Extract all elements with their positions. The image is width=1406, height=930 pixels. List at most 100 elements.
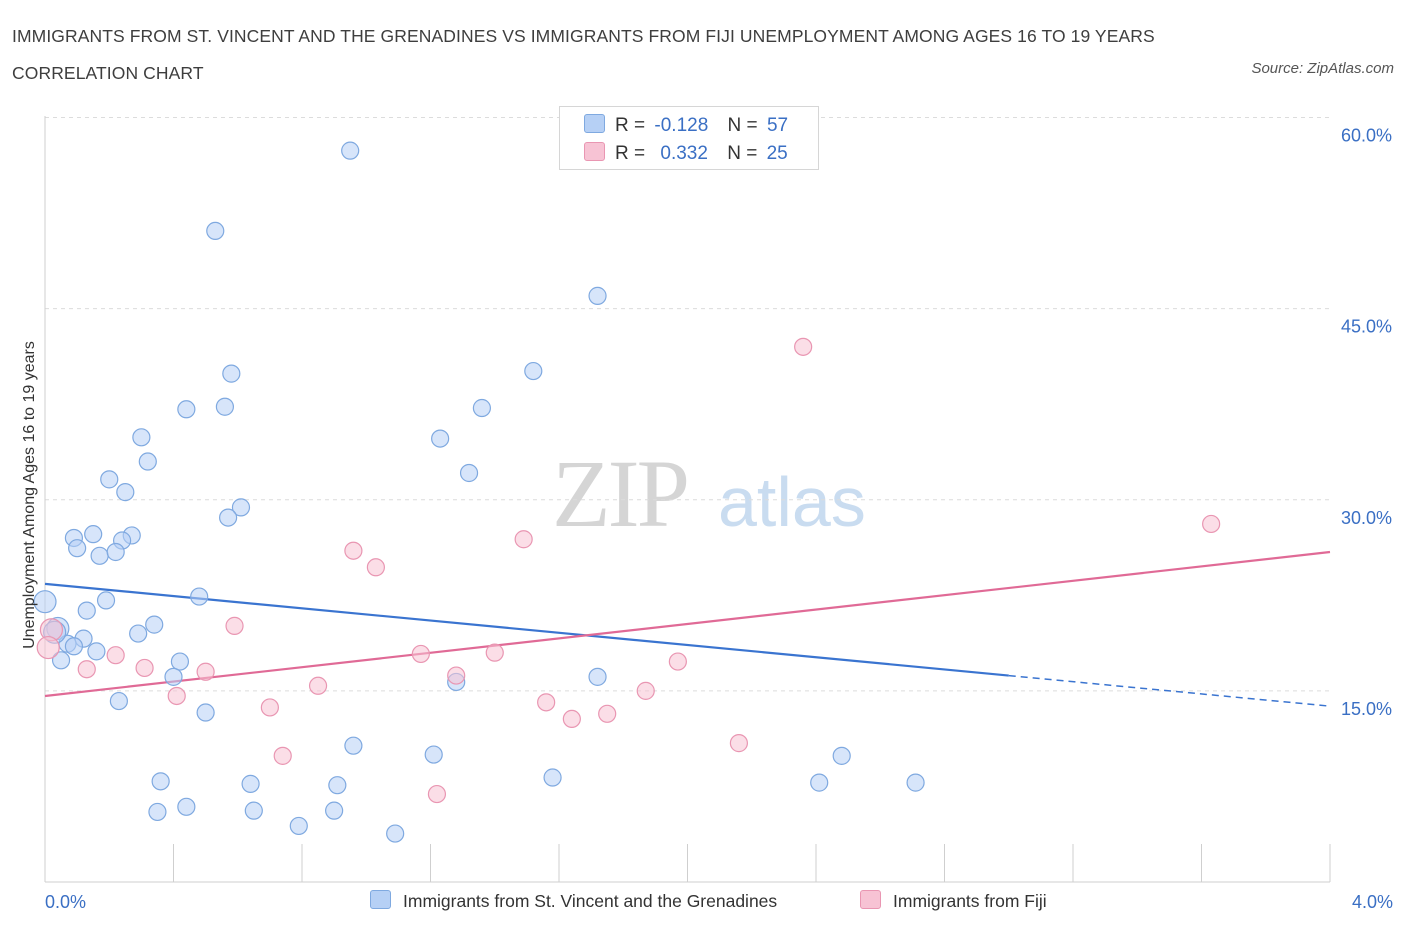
point-fiji — [196, 662, 215, 681]
point-fiji — [668, 652, 687, 671]
point-st-vincent — [177, 400, 196, 419]
point-st-vincent — [64, 637, 84, 656]
point-st-vincent — [96, 591, 116, 610]
point-st-vincent — [810, 773, 829, 792]
point-st-vincent — [231, 498, 251, 517]
point-fiji — [537, 693, 556, 712]
watermark-zip: ZIP — [552, 440, 690, 547]
point-fiji — [598, 704, 617, 723]
point-st-vincent — [129, 624, 148, 643]
source-label: Source: ZipAtlas.com — [1251, 60, 1394, 77]
legend-n-label: N = — [727, 115, 758, 136]
point-st-vincent — [222, 364, 241, 383]
point-fiji — [344, 541, 363, 560]
y-tick-label: 15.0% — [1341, 699, 1392, 719]
x-tick-label: 4.0% — [1352, 892, 1393, 912]
trend-line-fiji — [44, 550, 1331, 698]
point-st-vincent — [148, 802, 167, 822]
x-tick-label: 0.0% — [45, 892, 86, 912]
point-fiji — [36, 635, 60, 660]
point-fiji — [447, 666, 466, 685]
point-st-vincent — [33, 590, 57, 614]
series-name-pink: Immigrants from Fiji — [893, 891, 1047, 911]
point-st-vincent — [906, 773, 925, 792]
point-st-vincent — [170, 652, 190, 671]
point-fiji — [485, 643, 504, 662]
legend-swatch-blue — [584, 114, 605, 133]
point-st-vincent — [325, 801, 344, 820]
legend-row-pink: R = 0.332 N = 25 — [584, 142, 788, 166]
point-st-vincent — [244, 801, 263, 820]
legend-row-blue: R = -0.128 N = 57 — [584, 114, 788, 138]
point-st-vincent — [344, 736, 363, 755]
point-st-vincent — [84, 525, 103, 544]
point-fiji — [308, 676, 328, 695]
legend-r-label: R = — [615, 143, 646, 164]
point-fiji — [411, 644, 430, 664]
point-fiji — [794, 337, 813, 356]
point-st-vincent — [68, 539, 87, 558]
series-swatch-pink — [860, 890, 881, 909]
point-st-vincent — [151, 772, 170, 791]
point-st-vincent — [206, 221, 225, 241]
tick-labels: 15.0% 30.0% 45.0% 60.0% 0.0% 4.0% — [45, 126, 1393, 913]
legend-r-label: R = — [615, 115, 646, 136]
y-tick-label: 60.0% — [1341, 126, 1392, 146]
point-st-vincent — [106, 542, 125, 562]
data-points — [33, 141, 1221, 843]
point-st-vincent — [459, 463, 479, 483]
legend-n-value: 57 — [766, 115, 789, 136]
point-st-vincent — [116, 483, 135, 502]
point-st-vincent — [588, 286, 607, 305]
point-st-vincent — [215, 397, 234, 416]
legend-r-value: -0.128 — [654, 115, 709, 136]
point-st-vincent — [431, 429, 450, 448]
point-fiji — [273, 746, 292, 765]
point-st-vincent — [196, 703, 215, 722]
point-st-vincent — [524, 361, 543, 381]
y-tick-label: 30.0% — [1341, 508, 1392, 528]
legend-r-value: 0.332 — [660, 143, 708, 164]
point-st-vincent — [51, 651, 71, 670]
point-fiji — [106, 646, 125, 665]
point-st-vincent — [289, 816, 308, 836]
point-st-vincent — [164, 667, 183, 686]
point-fiji — [636, 681, 655, 700]
point-fiji — [135, 658, 154, 678]
legend-n-value: 25 — [766, 143, 788, 164]
point-fiji — [77, 660, 96, 679]
point-fiji — [260, 698, 279, 717]
point-st-vincent — [424, 745, 443, 764]
watermark-atlas: atlas — [718, 463, 866, 541]
series-legend-blue: Immigrants from St. Vincent and the Gren… — [370, 890, 777, 912]
point-st-vincent — [77, 601, 96, 620]
point-st-vincent — [87, 642, 106, 661]
point-fiji — [514, 530, 533, 549]
chart-title: IMMIGRANTS FROM ST. VINCENT AND THE GREN… — [12, 26, 1155, 83]
point-st-vincent — [328, 776, 347, 795]
y-tick-label: 45.0% — [1341, 317, 1392, 337]
point-fiji — [1202, 514, 1221, 534]
point-st-vincent — [241, 774, 260, 793]
series-swatch-blue — [370, 890, 391, 909]
legend-n-label: N = — [727, 143, 758, 164]
series-legend-pink: Immigrants from Fiji — [860, 890, 1047, 912]
point-st-vincent — [472, 398, 491, 418]
point-st-vincent — [132, 428, 151, 447]
point-st-vincent — [341, 141, 360, 160]
point-st-vincent — [100, 470, 119, 489]
point-st-vincent — [109, 691, 128, 711]
trend-line-st-vincent — [44, 582, 1009, 677]
point-st-vincent — [219, 508, 238, 527]
point-st-vincent — [177, 797, 196, 816]
point-st-vincent — [145, 615, 164, 634]
gridlines — [45, 117, 1330, 692]
point-fiji — [366, 558, 385, 577]
legend-swatch-pink — [584, 142, 605, 161]
point-st-vincent — [832, 746, 851, 765]
point-fiji — [729, 734, 749, 753]
point-fiji — [562, 709, 581, 729]
point-st-vincent — [90, 546, 109, 565]
series-name-blue: Immigrants from St. Vincent and the Gren… — [403, 891, 778, 911]
point-st-vincent — [386, 824, 405, 843]
